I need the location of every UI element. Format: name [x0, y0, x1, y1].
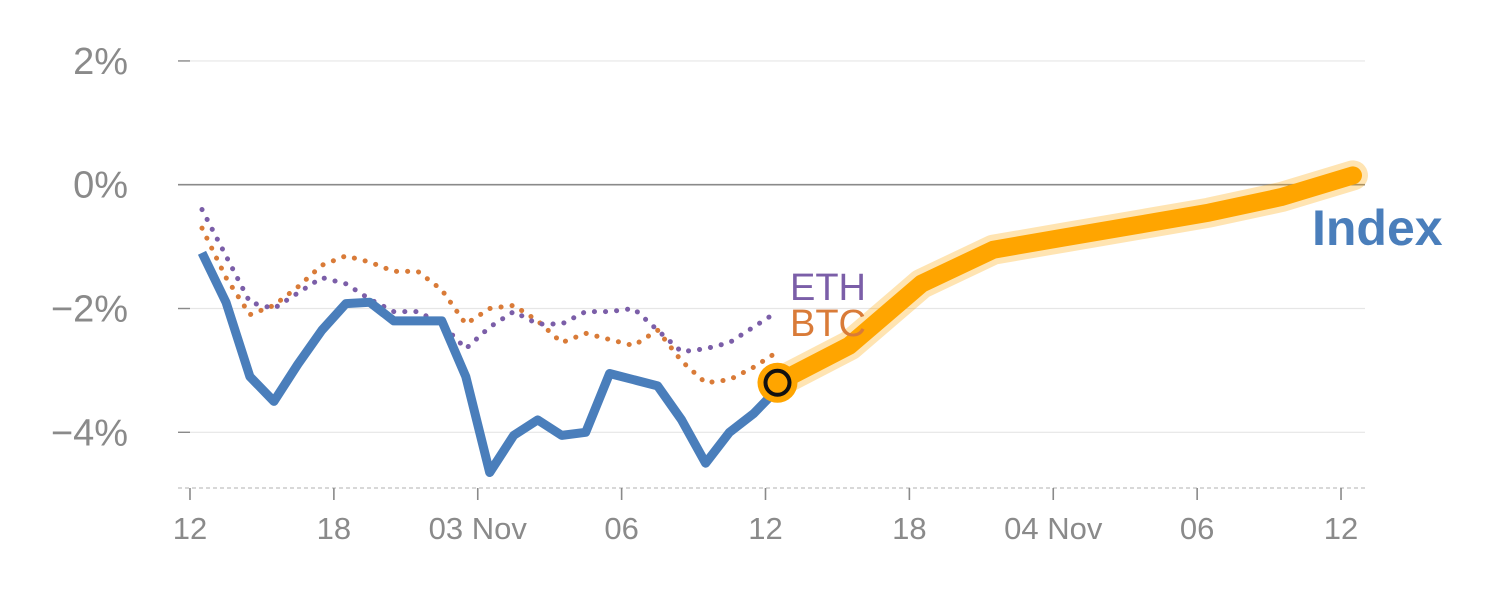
btc-label: BTC: [790, 303, 866, 345]
y-axis-ticks: 2% 0% −2% −4%: [51, 41, 190, 454]
btc-line: [199, 225, 780, 386]
x-tick-label: 18: [892, 511, 926, 546]
y-tick-label: −2%: [51, 289, 128, 331]
y-tick-label: 2%: [73, 41, 128, 83]
eth-label: ETH: [790, 267, 866, 309]
y-tick-label: −4%: [51, 412, 128, 454]
x-tick-label: 06: [604, 511, 638, 546]
x-tick-label: 12: [1324, 511, 1358, 546]
x-tick-label: 18: [317, 511, 351, 546]
index-line: [197, 250, 781, 477]
x-tick-label: 12: [748, 511, 782, 546]
y-tick-label: 0%: [73, 165, 128, 207]
x-tick-label: 06: [1180, 511, 1214, 546]
eth-line: [199, 207, 780, 355]
series-lines: [197, 160, 1368, 477]
current-point-marker: [757, 362, 798, 403]
x-tick-label: 03 Nov: [429, 511, 528, 546]
index-forecast-line: [768, 166, 1362, 392]
x-tick-label: 04 Nov: [1004, 511, 1103, 546]
x-axis-ticks: 12 18 03 Nov 06 12 18 04 Nov 06 12: [173, 488, 1358, 546]
marker-dot: [763, 368, 792, 397]
x-tick-label: 12: [173, 511, 207, 546]
index-label: Index: [1312, 200, 1443, 256]
